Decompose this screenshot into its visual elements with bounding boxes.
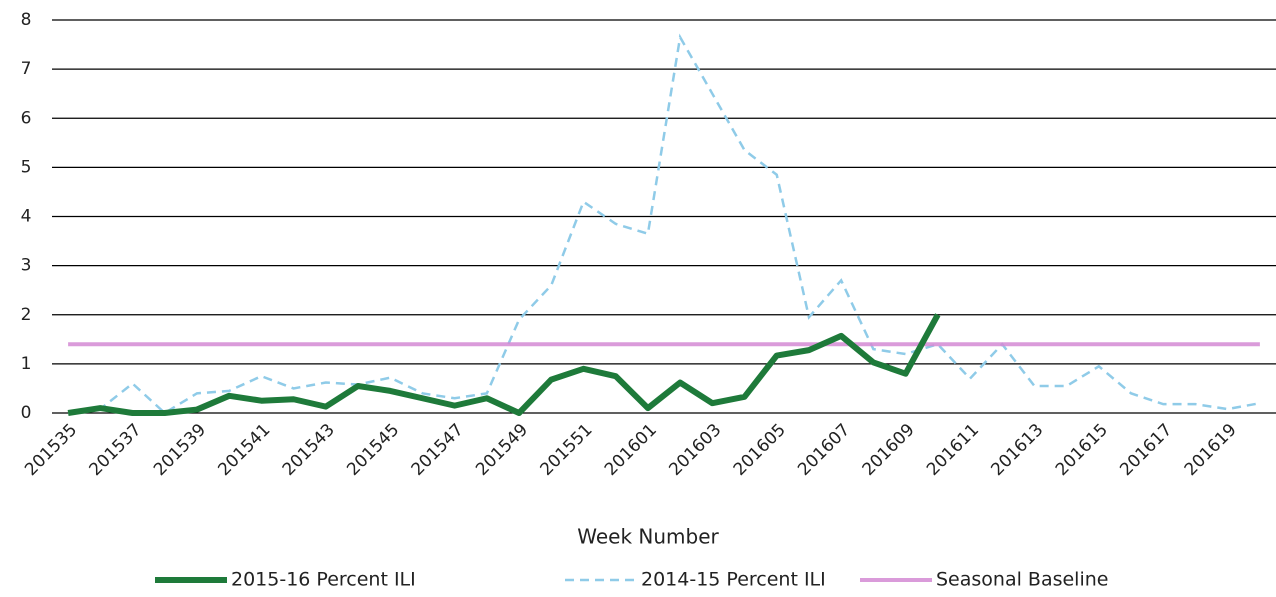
y-tick-label: 4: [21, 207, 32, 227]
x-tick-label: 201609: [859, 420, 919, 480]
x-tick-label: 201615: [1052, 420, 1112, 480]
x-tick-label: 201601: [601, 420, 661, 480]
y-tick-label: 1: [21, 354, 32, 374]
x-tick-label: 201543: [279, 420, 339, 480]
y-tick-label: 5: [21, 157, 32, 177]
x-axis-title: Week Number: [577, 525, 719, 549]
x-tick-label: 201605: [730, 420, 790, 480]
legend-label: Seasonal Baseline: [936, 569, 1108, 591]
y-tick-label: 6: [21, 108, 32, 128]
x-tick-label: 201613: [987, 420, 1047, 480]
x-tick-label: 201607: [794, 420, 854, 480]
y-tick-label: 0: [21, 403, 32, 423]
x-tick-label: 201537: [86, 420, 146, 480]
x-tick-label: 201617: [1116, 420, 1176, 480]
x-tick-label: 201603: [665, 420, 725, 480]
x-tick-label: 201545: [343, 420, 403, 480]
x-tick-label: 201619: [1181, 420, 1241, 480]
x-tick-label: 201535: [21, 420, 81, 480]
x-tick-label: 201541: [214, 420, 274, 480]
legend-label: 2014-15 Percent ILI: [641, 569, 826, 591]
x-tick-label: 201539: [150, 420, 210, 480]
x-tick-label: 201547: [408, 420, 468, 480]
x-tick-label: 201549: [472, 420, 532, 480]
y-tick-label: 2: [21, 305, 32, 325]
x-tick-label: 201611: [923, 420, 983, 480]
series-line: [67, 313, 941, 416]
y-tick-label: 7: [21, 59, 32, 79]
legend-label: 2015-16 Percent ILI: [231, 569, 416, 591]
y-tick-label: 8: [21, 10, 32, 30]
series-line: [67, 33, 1261, 415]
y-tick-label: 3: [21, 256, 32, 276]
x-tick-label: 201551: [537, 420, 597, 480]
